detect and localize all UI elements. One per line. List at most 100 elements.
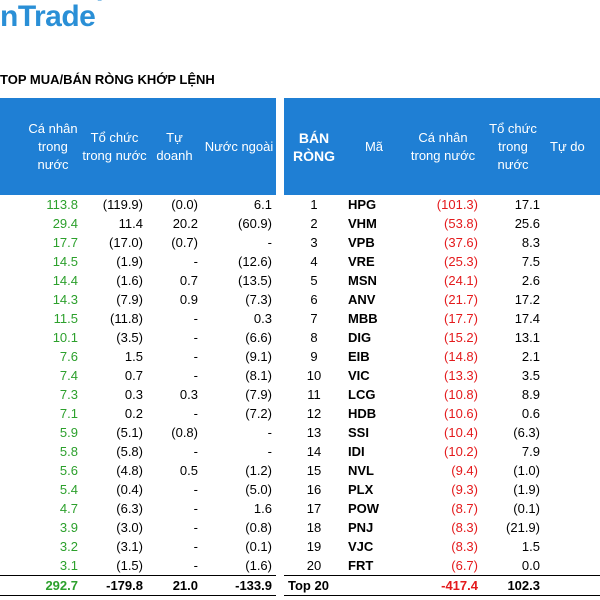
proprietary-value bbox=[544, 404, 600, 423]
ticker: ANV bbox=[348, 292, 376, 307]
proprietary-value bbox=[544, 461, 600, 480]
foreign-value: (6.6) bbox=[245, 330, 272, 345]
proprietary-value: (0.7) bbox=[171, 235, 198, 250]
ticker: NVL bbox=[348, 463, 374, 478]
foreign-value: (1.2) bbox=[245, 463, 272, 478]
rank: 8 bbox=[310, 330, 318, 345]
net-buy-table: Cá nhân trong nước Tổ chức trong nước Tự… bbox=[0, 98, 276, 596]
rank: 11 bbox=[307, 387, 321, 402]
rank: 6 bbox=[310, 292, 318, 307]
ticker: VHM bbox=[348, 216, 377, 231]
total-individual-value: 292.7 bbox=[0, 575, 82, 596]
individual-value: 5.4 bbox=[59, 482, 78, 497]
proprietary-value bbox=[544, 518, 600, 537]
rank: 13 bbox=[306, 425, 322, 440]
table-row: 7.3 0.3 0.3 (7.9) bbox=[0, 385, 276, 404]
individual-value: 7.1 bbox=[59, 406, 78, 421]
ticker: VIC bbox=[348, 368, 370, 383]
individual-value: (9.4) bbox=[451, 463, 478, 478]
proprietary-value: - bbox=[193, 254, 198, 269]
individual-value: 14.5 bbox=[52, 254, 78, 269]
ticker: MBB bbox=[348, 311, 378, 326]
individual-value: (10.8) bbox=[444, 387, 478, 402]
table-row: 11.5 (11.8) - 0.3 bbox=[0, 309, 276, 328]
proprietary-value bbox=[544, 442, 600, 461]
institution-value: 17.2 bbox=[514, 292, 540, 307]
institution-value: (3.5) bbox=[116, 330, 143, 345]
institution-value: (5.8) bbox=[116, 444, 143, 459]
rank: 3 bbox=[310, 235, 318, 250]
proprietary-value: 0.3 bbox=[179, 387, 198, 402]
proprietary-value: - bbox=[193, 539, 198, 554]
proprietary-value: - bbox=[193, 520, 198, 535]
table-row: 5.8 (5.8) - - bbox=[0, 442, 276, 461]
table-row: 2 VHM (53.8) 25.6 bbox=[284, 214, 600, 233]
table-row: 15 NVL (9.4) (1.0) bbox=[284, 461, 600, 480]
ticker: PLX bbox=[348, 482, 374, 497]
foreign-value: (9.1) bbox=[245, 349, 272, 364]
foreign-value: - bbox=[267, 444, 272, 459]
individual-value: 14.3 bbox=[52, 292, 78, 307]
table-row: 11 LCG (10.8) 8.9 bbox=[284, 385, 600, 404]
ticker: IDI bbox=[348, 444, 365, 459]
institution-value: (21.9) bbox=[506, 520, 540, 535]
proprietary-value: - bbox=[193, 558, 198, 573]
individual-value: (8.7) bbox=[451, 501, 478, 516]
individual-value: (101.3) bbox=[436, 197, 478, 212]
individual-value: 5.9 bbox=[59, 425, 78, 440]
rank: 19 bbox=[306, 539, 322, 554]
rank: 2 bbox=[310, 216, 318, 231]
ticker: HDB bbox=[348, 406, 377, 421]
ticker: PNJ bbox=[348, 520, 374, 535]
institution-value: 11.4 bbox=[118, 216, 143, 231]
rank: 5 bbox=[310, 273, 318, 288]
foreign-value: - bbox=[267, 235, 272, 250]
table-row: 29.4 11.4 20.2 (60.9) bbox=[0, 214, 276, 233]
proprietary-value bbox=[544, 556, 600, 576]
foreign-value: 6.1 bbox=[253, 197, 272, 212]
table-row: 5.4 (0.4) - (5.0) bbox=[0, 480, 276, 499]
rank: 1 bbox=[310, 197, 318, 212]
table-row: 10 VIC (13.3) 3.5 bbox=[284, 366, 600, 385]
total-institution-value: 102.3 bbox=[482, 575, 544, 596]
proprietary-value: 0.9 bbox=[179, 292, 198, 307]
table-row: 6 ANV (21.7) 17.2 bbox=[284, 290, 600, 309]
total-proprietary-value: 21.0 bbox=[147, 575, 202, 596]
individual-value: 10.1 bbox=[52, 330, 78, 345]
individual-value: (10.6) bbox=[444, 406, 478, 421]
ticker: POW bbox=[348, 501, 380, 516]
col-header-individual: Cá nhân trong nước bbox=[404, 98, 482, 195]
table-row: 7.6 1.5 - (9.1) bbox=[0, 347, 276, 366]
proprietary-value bbox=[544, 290, 600, 309]
table-row: 7.1 0.2 - (7.2) bbox=[0, 404, 276, 423]
institution-value: (0.4) bbox=[116, 482, 143, 497]
ticker: VJC bbox=[348, 539, 374, 554]
institution-value: 17.4 bbox=[514, 311, 540, 326]
institution-value: (1.9) bbox=[116, 254, 143, 269]
col-header-proprietary: Tự doanh bbox=[147, 98, 202, 195]
proprietary-value bbox=[544, 366, 600, 385]
individual-value: (9.3) bbox=[451, 482, 478, 497]
individual-value: (10.2) bbox=[444, 444, 478, 459]
ticker: EIB bbox=[348, 349, 370, 364]
ticker: FRT bbox=[348, 558, 374, 573]
institution-value: 0.7 bbox=[124, 368, 143, 383]
page-title: TOP MUA/BÁN RÒNG KHỚP LỆNH bbox=[0, 72, 215, 87]
ticker: DIG bbox=[348, 330, 372, 345]
table-row: 14.4 (1.6) 0.7 (13.5) bbox=[0, 271, 276, 290]
individual-value: 7.3 bbox=[59, 387, 78, 402]
individual-value: (21.7) bbox=[444, 292, 478, 307]
proprietary-value bbox=[544, 271, 600, 290]
rank: 14 bbox=[306, 444, 322, 459]
proprietary-value: - bbox=[193, 330, 198, 345]
col-header-individual: Cá nhân trong nước bbox=[0, 98, 82, 195]
table-row: 9 EIB (14.8) 2.1 bbox=[284, 347, 600, 366]
institution-value: (1.9) bbox=[513, 482, 540, 497]
institution-value: 2.6 bbox=[521, 273, 540, 288]
individual-value: 4.7 bbox=[59, 501, 78, 516]
net-buy-header-row: Cá nhân trong nước Tổ chức trong nước Tự… bbox=[0, 98, 276, 195]
total-foreign-value: -133.9 bbox=[202, 575, 276, 596]
foreign-value: - bbox=[267, 425, 272, 440]
foreign-value: (12.6) bbox=[238, 254, 272, 269]
rank: 16 bbox=[306, 482, 322, 497]
